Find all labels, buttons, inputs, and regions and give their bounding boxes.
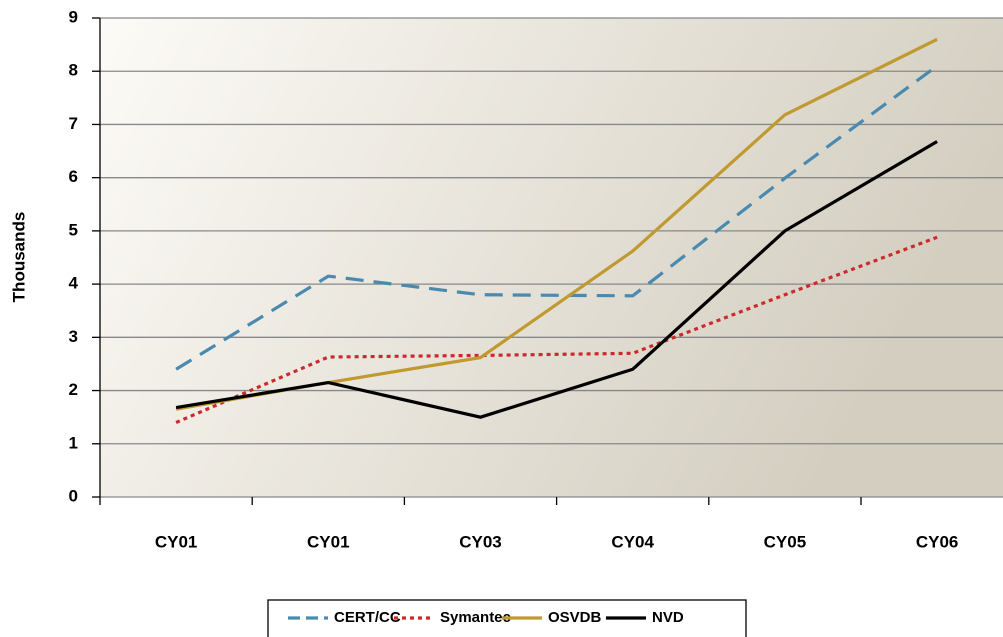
y-tick-label: 8 xyxy=(69,61,78,80)
legend-label: OSVDB xyxy=(548,609,602,626)
x-tick-label: CY01 xyxy=(307,532,350,551)
x-tick-label: CY03 xyxy=(459,532,502,551)
y-tick-label: 5 xyxy=(69,220,78,239)
y-tick-label: 7 xyxy=(69,114,78,133)
y-tick-label: 1 xyxy=(69,433,78,452)
y-tick-label: 9 xyxy=(69,7,78,26)
series-line xyxy=(175,235,938,424)
legend-label: CERT/CC xyxy=(334,609,401,626)
y-tick-label: 2 xyxy=(69,380,78,399)
legend-label: Symantec xyxy=(440,609,511,626)
series-line xyxy=(175,140,938,419)
legend-label: NVD xyxy=(652,609,684,626)
x-tick-label: CY01 xyxy=(155,532,198,551)
x-tick-label: CY06 xyxy=(916,532,959,551)
x-tick-label: CY05 xyxy=(764,532,807,551)
y-tick-label: 6 xyxy=(69,167,78,186)
y-tick-label: 3 xyxy=(69,327,78,346)
x-tick-label: CY04 xyxy=(611,532,654,551)
y-tick-label: 0 xyxy=(69,486,78,505)
y-axis-title: Thousands xyxy=(9,212,28,303)
y-tick-label: 4 xyxy=(69,274,79,293)
plot-area xyxy=(100,18,1003,497)
series-line xyxy=(175,64,939,371)
